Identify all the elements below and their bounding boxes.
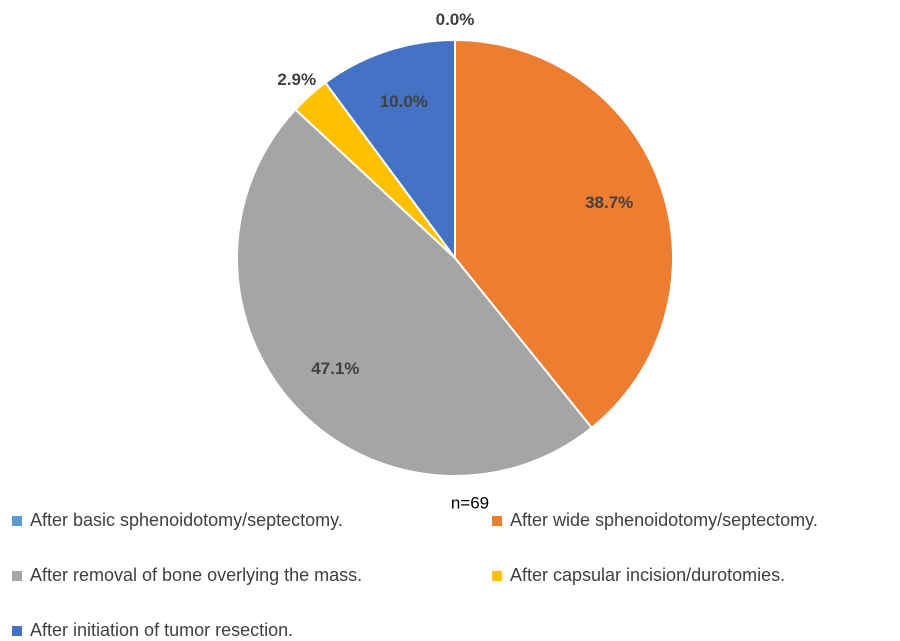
pie-slice bbox=[236, 108, 594, 477]
legend-label: After wide sphenoidotomy/septectomy. bbox=[510, 510, 818, 530]
annotation: n=69 bbox=[451, 493, 489, 512]
legend-swatch bbox=[12, 626, 22, 636]
legend-swatch bbox=[12, 571, 22, 581]
data-label: 47.1% bbox=[311, 359, 359, 378]
pie-slice bbox=[454, 38, 674, 430]
data-label: 2.9% bbox=[277, 70, 316, 89]
legend-label: After initiation of tumor resection. bbox=[30, 620, 293, 640]
data-label: 10.0% bbox=[380, 92, 428, 111]
legend-label: After removal of bone overlying the mass… bbox=[30, 565, 362, 585]
legend-label: After capsular incision/durotomies. bbox=[510, 565, 785, 585]
pie-slice bbox=[324, 38, 456, 262]
legend-swatch bbox=[12, 516, 22, 526]
legend-swatch bbox=[492, 516, 502, 526]
data-label: 38.7% bbox=[585, 193, 633, 212]
legend-label: After basic sphenoidotomy/septectomy. bbox=[30, 510, 343, 530]
data-label: 0.0% bbox=[436, 10, 475, 29]
legend-swatch bbox=[492, 571, 502, 581]
